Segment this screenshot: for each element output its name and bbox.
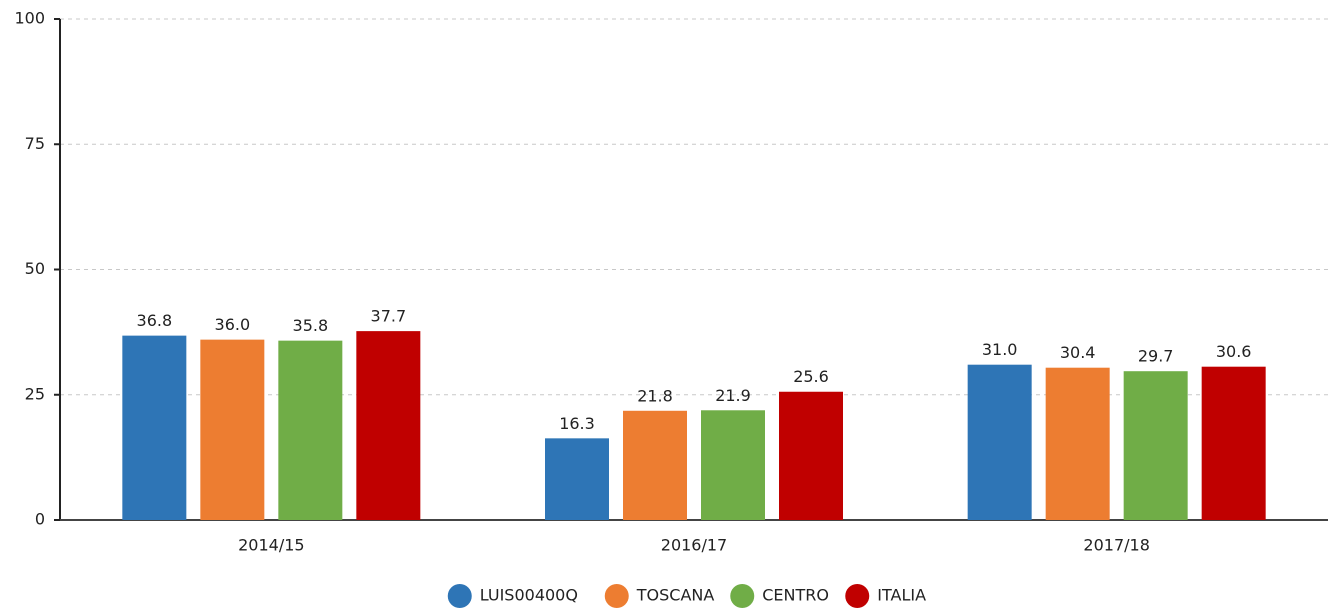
legend-swatch [604, 584, 629, 608]
bar [1201, 366, 1266, 520]
bar [623, 410, 687, 520]
y-tick-label: 75 [25, 134, 45, 153]
bar [1123, 371, 1188, 520]
data-label: 37.7 [371, 307, 407, 326]
data-label: 35.8 [293, 316, 329, 335]
bar [356, 331, 421, 520]
x-tick-label: 2016/17 [661, 536, 727, 555]
y-tick-label: 25 [25, 384, 45, 403]
legend-swatch [845, 584, 870, 608]
data-label: 29.7 [1138, 347, 1174, 366]
bar [701, 410, 765, 520]
legend-swatch [447, 584, 472, 608]
data-label: 21.8 [637, 386, 673, 405]
data-label: 30.6 [1216, 342, 1252, 361]
legend-label: LUIS00400Q [480, 586, 578, 605]
y-tick-label: 50 [25, 259, 45, 278]
legend-label: ITALIA [877, 586, 926, 605]
bar [200, 339, 265, 520]
x-tick-label: 2017/18 [1083, 536, 1149, 555]
data-label: 16.3 [559, 414, 595, 433]
legend-label: CENTRO [762, 586, 829, 605]
data-label: 21.9 [715, 386, 751, 405]
bar [967, 364, 1032, 520]
bar [779, 391, 843, 520]
legend-swatch [730, 584, 755, 608]
legend-label: TOSCANA [636, 586, 715, 605]
bar [278, 340, 343, 520]
data-label: 31.0 [982, 340, 1018, 359]
data-label: 25.6 [793, 367, 829, 386]
data-label: 36.8 [137, 311, 173, 330]
bar [545, 438, 609, 520]
x-tick-label: 2014/15 [238, 536, 304, 555]
y-tick-label: 100 [14, 9, 45, 28]
bar [1045, 367, 1110, 520]
data-label: 36.0 [215, 315, 251, 334]
y-tick-label: 0 [35, 510, 45, 529]
data-label: 30.4 [1060, 343, 1096, 362]
bar [122, 335, 187, 520]
